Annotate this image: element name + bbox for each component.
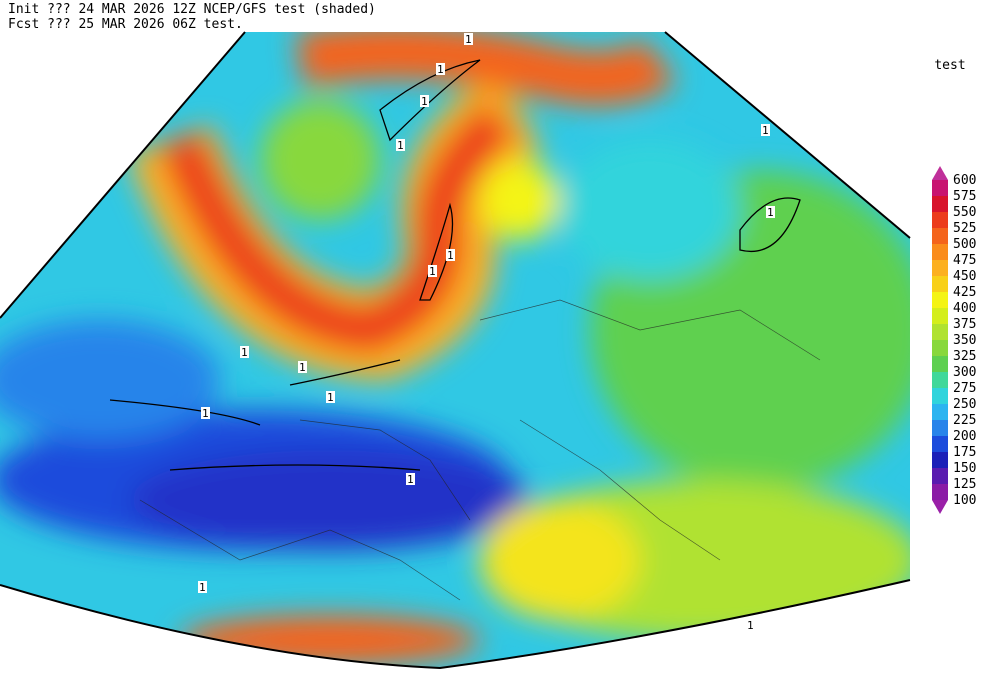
legend-title: test — [934, 58, 965, 73]
shaded-field — [0, 32, 910, 668]
contour-label-bg — [420, 95, 429, 107]
contour-label-bg — [201, 407, 210, 419]
colorbar-box — [932, 308, 948, 324]
contour-label: 1 — [199, 581, 206, 594]
contour-label-bg — [396, 139, 405, 151]
contour-label-bg — [428, 265, 437, 277]
colorbar-box — [932, 260, 948, 276]
colorbar-label: 125 — [953, 477, 976, 492]
colorbar-box — [932, 420, 948, 436]
contour-label: 1 — [202, 407, 209, 420]
contour-label-bg — [761, 124, 770, 136]
colorbar-box — [932, 212, 948, 228]
colorbar-label: 250 — [953, 397, 976, 412]
borders — [139, 299, 821, 601]
colorbar-box — [932, 324, 948, 340]
contour-label: 1 — [767, 206, 774, 219]
colorbar-label: 150 — [953, 461, 976, 476]
contour-label: 1 — [429, 265, 436, 278]
header-line: Init ??? 24 MAR 2026 12Z NCEP/GFS test (… — [8, 2, 376, 17]
contour-label-bg — [326, 391, 335, 403]
colorbar-label: 100 — [953, 493, 976, 508]
contours — [109, 59, 801, 471]
contour-label-bg — [464, 33, 473, 45]
contour-label-bg — [198, 581, 207, 593]
contour-label: 1 — [407, 473, 414, 486]
colorbar-label: 175 — [953, 445, 976, 460]
colorbar-box — [932, 388, 948, 404]
colorbar-label: 325 — [953, 349, 976, 364]
colorbar-label: 400 — [953, 301, 976, 316]
header-line: Fcst ??? 25 MAR 2026 06Z test. — [8, 17, 243, 32]
colorbar-label: 500 — [953, 237, 976, 252]
contour-label: 1 — [465, 33, 472, 46]
colorbar-box — [932, 452, 948, 468]
colorbar-label: 475 — [953, 253, 976, 268]
colorbar-label: 425 — [953, 285, 976, 300]
contour-label-bg — [436, 63, 445, 75]
contour-label: 1 — [447, 249, 454, 262]
contour-label: 1 — [327, 391, 334, 404]
colorbar-label: 600 — [953, 173, 976, 188]
colorbar-label: 375 — [953, 317, 976, 332]
map-frame — [0, 31, 911, 670]
colorbar-box — [932, 484, 948, 500]
contour-label-bg — [446, 249, 455, 261]
colorbar-box — [932, 340, 948, 356]
colorbar-label: 225 — [953, 413, 976, 428]
colorbar-box — [932, 436, 948, 452]
colorbar-box — [932, 180, 948, 196]
colorbar-box — [932, 244, 948, 260]
colorbar-box — [932, 196, 948, 212]
contour-label: 1 — [747, 619, 754, 632]
colorbar-label: 525 — [953, 221, 976, 236]
colorbar-label: 200 — [953, 429, 976, 444]
colorbar: 6005755505255004754504254003753503253002… — [932, 166, 976, 514]
colorbar-box — [932, 292, 948, 308]
contour-label-bg — [746, 619, 755, 631]
colorbar-box — [932, 372, 948, 388]
contour-label: 1 — [299, 361, 306, 374]
colorbar-box — [932, 276, 948, 292]
colorbar-cap — [932, 166, 948, 180]
contour-label: 1 — [241, 346, 248, 359]
colorbar-label: 550 — [953, 205, 976, 220]
colorbar-box — [932, 356, 948, 372]
colorbar-label: 575 — [953, 189, 976, 204]
contour-label-bg — [406, 473, 415, 485]
colorbar-label: 350 — [953, 333, 976, 348]
colorbar-box — [932, 404, 948, 420]
colorbar-cap — [932, 500, 948, 514]
colorbar-box — [932, 468, 948, 484]
colorbar-box — [932, 228, 948, 244]
contour-label-bg — [240, 346, 249, 358]
contour-label: 1 — [397, 139, 404, 152]
colorbar-label: 450 — [953, 269, 976, 284]
contour-label: 1 — [421, 95, 428, 108]
colorbar-label: 300 — [953, 365, 976, 380]
colorbar-label: 275 — [953, 381, 976, 396]
contour-label-bg — [298, 361, 307, 373]
contour-label-bg — [766, 206, 775, 218]
contour-label: 1 — [762, 124, 769, 137]
contour-label: 1 — [437, 63, 444, 76]
